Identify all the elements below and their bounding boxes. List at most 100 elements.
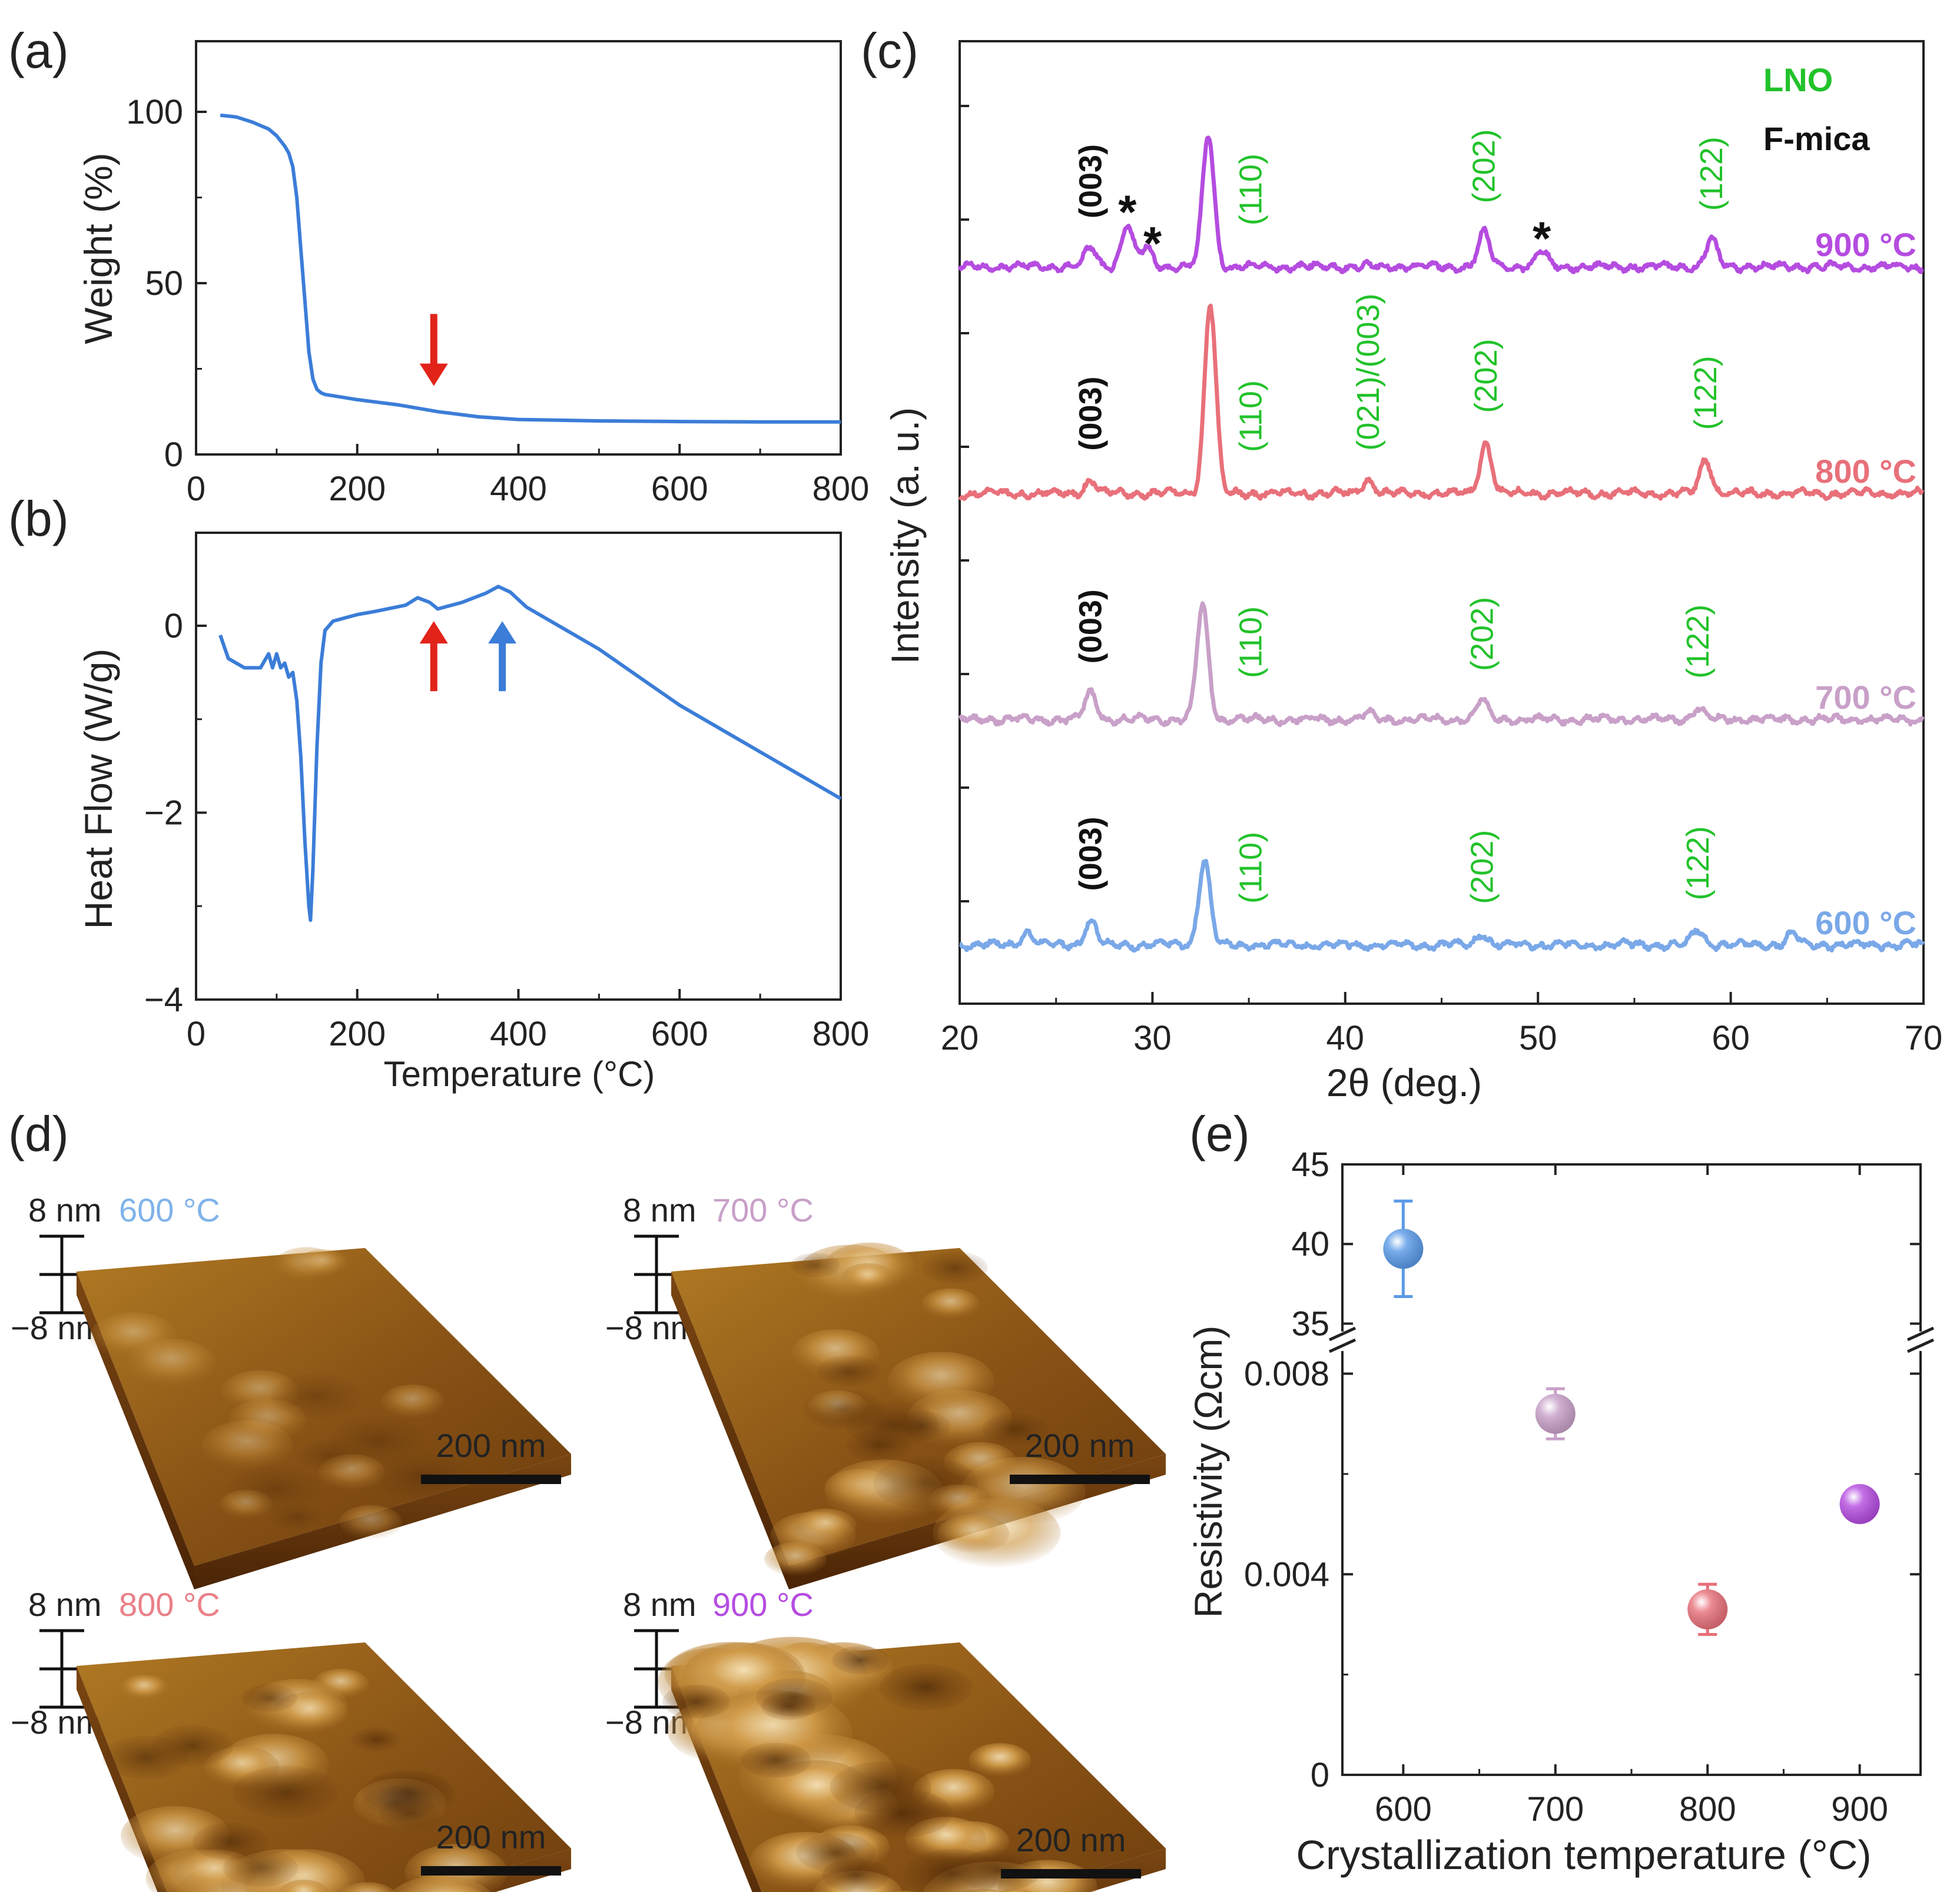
y-tick-label-lower: 0.004 [1244, 1555, 1329, 1594]
afm-side-left [671, 1272, 789, 1589]
afm-pit [956, 1848, 1042, 1892]
y-tick-label-lower: 0 [1311, 1756, 1329, 1794]
x-tick-label: 700 [1527, 1790, 1584, 1828]
afm-pit [360, 1771, 455, 1819]
afm-pit [982, 1412, 1049, 1446]
panel-c: (c) Intensity (a. u.) 2θ (deg.) LNO F-mi… [861, 23, 1942, 1104]
x-tick-label: 800 [812, 470, 870, 508]
afm-temp-label: 900 °C [712, 1586, 814, 1623]
blue-arrow-b [488, 621, 517, 692]
axis-break-mark [1906, 1338, 1935, 1353]
afm-pit [233, 1765, 339, 1818]
xrd-peak-label-2-3: (202) [1468, 339, 1504, 413]
xrd-peak-label-1-0: (003) [1073, 589, 1109, 663]
panel-e: (e) Resistivity (Ωcm) Crystallization te… [1186, 1106, 1935, 1878]
legend-lno: LNO [1763, 61, 1833, 98]
x-tick-label: 50 [1519, 1019, 1557, 1057]
xrd-peak-label-1-1: (110) [1233, 606, 1268, 678]
x-tick-label: 60 [1712, 1019, 1750, 1057]
afm-scale-label: 200 nm [1025, 1427, 1135, 1464]
axis-break-mark [1328, 1338, 1357, 1353]
afm-grain [381, 1385, 445, 1419]
afm-pit [846, 1429, 912, 1462]
afm-pit [879, 1664, 973, 1711]
red-arrow-b [419, 621, 448, 692]
x-tick-label: 900 [1831, 1790, 1888, 1828]
x-tick-label: 800 [1679, 1790, 1736, 1828]
impurity-star-1: * [1143, 217, 1162, 270]
impurity-star-2: * [1533, 212, 1551, 264]
afm-scale-bar [421, 1475, 561, 1484]
red-arrow-b-head [419, 621, 448, 644]
xrd-line-2 [958, 303, 1925, 501]
afm-scale-label: 200 nm [1016, 1821, 1126, 1858]
xrd-peak-label-2-4: (122) [1688, 356, 1723, 430]
afm-pit [741, 1742, 811, 1778]
afm-pit [662, 1684, 730, 1719]
xrd-peak-label-3-2: (202) [1467, 129, 1502, 203]
afm-temp-label: 700 °C [712, 1191, 814, 1229]
afm-grain [126, 1339, 217, 1388]
afm-grain [391, 1876, 491, 1892]
y-tick-label: 0 [164, 607, 183, 645]
xrd-peak-label-1-3: (122) [1680, 605, 1716, 679]
xrd-line-1 [958, 601, 1925, 728]
panel-d-label: (d) [8, 1106, 69, 1161]
x-tick-label: 200 [329, 1015, 386, 1053]
afm-grain [937, 1513, 1010, 1554]
xrd-peak-label-2-0: (003) [1073, 377, 1109, 451]
panel-c-axes: 20 30 40 50 60 70 600 °C (003) (110) (202) (122) 70… [941, 40, 1943, 1057]
xrd-peak-label-2-1: (110) [1233, 380, 1268, 452]
afm-pit [271, 1373, 363, 1419]
x-tick-label: 0 [187, 470, 205, 508]
xrd-peak-label-0-3: (122) [1680, 826, 1716, 900]
afm-grain [969, 1743, 1032, 1778]
afm-scale-bar [1001, 1869, 1141, 1878]
afm-grain [764, 1542, 827, 1576]
afm-scale-label: 200 nm [436, 1818, 546, 1856]
afm-pit [227, 1465, 321, 1512]
data-point-shade-0 [1383, 1229, 1424, 1269]
panel-b: (b) Heat Flow (W/g) Temperature (°C) 0 20… [8, 491, 869, 1094]
afm-grain [120, 1675, 168, 1701]
x-tick-label: 20 [941, 1019, 979, 1057]
x-tick-label: 800 [812, 1015, 870, 1053]
panel-b-label: (b) [8, 491, 69, 546]
blue-arrow-b-head [488, 621, 517, 644]
afm-grain [297, 1249, 348, 1277]
impurity-star-0: * [1118, 186, 1137, 238]
x-tick-label: 70 [1905, 1019, 1943, 1057]
afm-pit [803, 1389, 885, 1430]
afm-grain [339, 1505, 402, 1540]
afm-scale-bar [1010, 1475, 1150, 1484]
xrd-peak-label-0-1: (110) [1233, 832, 1268, 904]
afm-pit [922, 1251, 988, 1284]
afm-pit [831, 1645, 889, 1675]
panel-b-xlabel: Temperature (°C) [384, 1054, 655, 1094]
afm-pit [790, 1253, 840, 1278]
afm-pit [817, 1355, 881, 1388]
afm-side-left [671, 1666, 762, 1892]
x-tick-label: 600 [651, 470, 708, 508]
afm-grain [794, 1508, 857, 1543]
red-arrow-a [419, 314, 448, 386]
x-tick-label: 40 [1326, 1019, 1365, 1057]
panel-a: (a) Weight (%) 0 200 400 600 800 0 50 100 [8, 23, 869, 508]
y-tick-label-lower: 0.008 [1244, 1355, 1329, 1393]
y-tick-label: 50 [145, 264, 183, 303]
afm-pit [241, 1684, 297, 1712]
y-tick-label-upper: 45 [1291, 1146, 1329, 1184]
panel-e-label: (e) [1189, 1106, 1250, 1161]
afm-grain [841, 1263, 894, 1292]
afm-pit [891, 1411, 950, 1440]
xrd-temp-label-3: 900 °C [1815, 226, 1916, 263]
panel-b-ylabel: Heat Flow (W/g) [77, 649, 120, 930]
xrd-peak-label-0-2: (202) [1464, 830, 1500, 904]
panel-b-axes: 0 200 400 600 800 0 −2 −4 [144, 532, 870, 1053]
afm-top-label: 8 nm [28, 1191, 102, 1229]
afm-pit [830, 1761, 931, 1813]
